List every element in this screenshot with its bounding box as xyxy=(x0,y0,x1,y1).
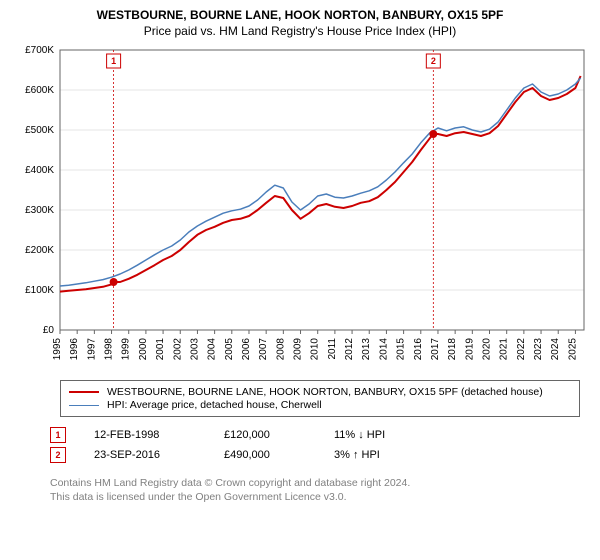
svg-text:£400K: £400K xyxy=(25,165,54,176)
sale-marker: 1 xyxy=(50,427,66,443)
svg-text:2000: 2000 xyxy=(138,338,149,361)
legend-item: WESTBOURNE, BOURNE LANE, HOOK NORTON, BA… xyxy=(69,386,571,398)
svg-text:2014: 2014 xyxy=(378,338,389,361)
legend-item: HPI: Average price, detached house, Cher… xyxy=(69,399,571,411)
sale-date: 23-SEP-2016 xyxy=(94,449,224,461)
legend-swatch xyxy=(69,391,99,393)
svg-text:2009: 2009 xyxy=(293,338,304,361)
svg-text:2006: 2006 xyxy=(241,338,252,361)
legend-label: HPI: Average price, detached house, Cher… xyxy=(107,399,322,411)
footer: Contains HM Land Registry data © Crown c… xyxy=(50,477,580,504)
svg-text:1999: 1999 xyxy=(121,338,132,361)
svg-text:2015: 2015 xyxy=(396,338,407,361)
chart-title: WESTBOURNE, BOURNE LANE, HOOK NORTON, BA… xyxy=(8,8,592,22)
sale-price: £490,000 xyxy=(224,449,334,461)
svg-text:2004: 2004 xyxy=(207,338,218,361)
sales-table: 1 12-FEB-1998£120,00011% ↓ HPI 2 23-SEP-201… xyxy=(50,427,580,463)
svg-text:1998: 1998 xyxy=(104,338,115,361)
svg-text:2013: 2013 xyxy=(361,338,372,361)
svg-text:2024: 2024 xyxy=(550,338,561,361)
legend-label: WESTBOURNE, BOURNE LANE, HOOK NORTON, BA… xyxy=(107,386,543,398)
svg-text:£700K: £700K xyxy=(25,45,54,56)
svg-text:£0: £0 xyxy=(43,325,55,336)
svg-text:2022: 2022 xyxy=(516,338,527,361)
sale-row: 2 23-SEP-2016£490,0003% ↑ HPI xyxy=(50,447,580,463)
svg-text:1997: 1997 xyxy=(86,338,97,361)
legend: WESTBOURNE, BOURNE LANE, HOOK NORTON, BA… xyxy=(60,380,580,417)
svg-text:1: 1 xyxy=(111,56,116,66)
chart-subtitle: Price paid vs. HM Land Registry's House … xyxy=(8,24,592,38)
svg-text:2017: 2017 xyxy=(430,338,441,361)
svg-text:2001: 2001 xyxy=(155,338,166,361)
legend-swatch xyxy=(69,405,99,406)
plot-area: £0 £100K £200K £300K £400K £500K £600K £700K 199… xyxy=(8,44,592,374)
svg-text:2012: 2012 xyxy=(344,338,355,361)
svg-text:1996: 1996 xyxy=(69,338,80,361)
sale-date: 12-FEB-1998 xyxy=(94,429,224,441)
chart-svg: £0 £100K £200K £300K £400K £500K £600K £700K 199… xyxy=(8,44,592,374)
svg-text:2019: 2019 xyxy=(464,338,475,361)
footer-line-1: Contains HM Land Registry data © Crown c… xyxy=(50,477,580,491)
svg-text:£300K: £300K xyxy=(25,205,54,216)
svg-text:2018: 2018 xyxy=(447,338,458,361)
svg-text:2002: 2002 xyxy=(172,338,183,361)
svg-text:£200K: £200K xyxy=(25,245,54,256)
svg-text:2003: 2003 xyxy=(189,338,200,361)
svg-text:2021: 2021 xyxy=(499,338,510,361)
svg-text:2023: 2023 xyxy=(533,338,544,361)
chart-container: WESTBOURNE, BOURNE LANE, HOOK NORTON, BA… xyxy=(0,0,600,560)
svg-text:2025: 2025 xyxy=(567,338,578,361)
sale-price: £120,000 xyxy=(224,429,334,441)
svg-text:£500K: £500K xyxy=(25,125,54,136)
titles: WESTBOURNE, BOURNE LANE, HOOK NORTON, BA… xyxy=(8,8,592,38)
sale-row: 1 12-FEB-1998£120,00011% ↓ HPI xyxy=(50,427,580,443)
footer-line-2: This data is licensed under the Open Gov… xyxy=(50,491,580,505)
svg-text:2011: 2011 xyxy=(327,338,338,360)
svg-text:1995: 1995 xyxy=(52,338,63,361)
sale-diff: 3% ↑ HPI xyxy=(334,449,454,461)
svg-text:£600K: £600K xyxy=(25,85,54,96)
svg-text:2020: 2020 xyxy=(482,338,493,361)
svg-text:2016: 2016 xyxy=(413,338,424,361)
svg-text:2010: 2010 xyxy=(310,338,321,361)
sale-diff: 11% ↓ HPI xyxy=(334,429,454,441)
svg-text:2007: 2007 xyxy=(258,338,269,361)
svg-text:2: 2 xyxy=(431,56,436,66)
sale-marker: 2 xyxy=(50,447,66,463)
svg-text:2005: 2005 xyxy=(224,338,235,361)
svg-text:2008: 2008 xyxy=(275,338,286,361)
svg-text:£100K: £100K xyxy=(25,285,54,296)
